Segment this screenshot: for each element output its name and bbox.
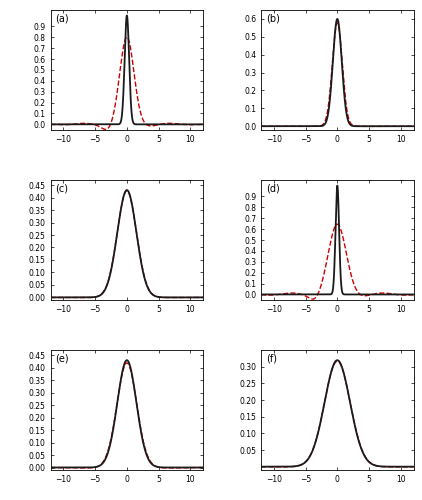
Text: (d): (d) [265, 184, 279, 194]
Text: (a): (a) [55, 14, 69, 24]
Text: (e): (e) [55, 354, 69, 364]
Text: (c): (c) [55, 184, 68, 194]
Text: (b): (b) [265, 14, 279, 24]
Text: (f): (f) [265, 354, 277, 364]
